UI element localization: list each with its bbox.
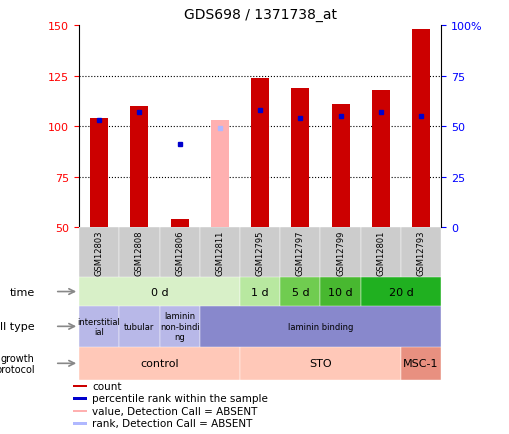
Text: GSM12801: GSM12801 [376,230,384,276]
Bar [159,228,200,278]
Bar [159,306,200,347]
Text: count: count [92,381,122,391]
Bar [250,79,269,228]
Bar [400,347,440,380]
Bar [90,119,108,228]
Bar [210,121,229,228]
Text: GSM12793: GSM12793 [416,230,425,276]
Bar [72,422,87,424]
Text: 5 d: 5 d [291,287,308,297]
Bar [360,228,400,278]
Bar [72,385,87,387]
Text: GSM12797: GSM12797 [295,230,304,276]
Bar [411,30,429,228]
Bar [320,278,360,306]
Text: interstitial
ial: interstitial ial [77,317,120,336]
Bar [79,347,240,380]
Title: GDS698 / 1371738_at: GDS698 / 1371738_at [183,8,336,22]
Bar [400,228,440,278]
Text: growth
protocol: growth protocol [0,353,35,374]
Text: laminin
non-bindi
ng: laminin non-bindi ng [159,312,199,342]
Bar [79,306,119,347]
Text: GSM12799: GSM12799 [335,230,345,276]
Text: GSM12808: GSM12808 [135,230,144,276]
Text: GSM12803: GSM12803 [95,230,103,276]
Text: 1 d: 1 d [251,287,268,297]
Bar [279,278,320,306]
Text: rank, Detection Call = ABSENT: rank, Detection Call = ABSENT [92,418,252,428]
Text: STO: STO [308,358,331,368]
Text: GSM12806: GSM12806 [175,230,184,276]
Text: MSC-1: MSC-1 [403,358,438,368]
Bar [240,278,279,306]
Bar [119,228,159,278]
Bar [119,306,159,347]
Bar [79,278,240,306]
Text: GSM12795: GSM12795 [255,230,264,276]
Text: time: time [10,287,35,297]
Bar [240,228,279,278]
Text: percentile rank within the sample: percentile rank within the sample [92,394,268,404]
Bar [200,306,440,347]
Text: 20 d: 20 d [388,287,412,297]
Bar [72,410,87,412]
Text: 10 d: 10 d [328,287,352,297]
Text: GSM12811: GSM12811 [215,230,224,276]
Text: 0 d: 0 d [150,287,168,297]
Bar [170,220,188,228]
Bar [200,228,240,278]
Bar [72,397,87,400]
Text: tubular: tubular [124,322,154,331]
Bar [291,89,309,228]
Bar [240,347,400,380]
Bar [79,228,119,278]
Text: laminin binding: laminin binding [287,322,352,331]
Text: value, Detection Call = ABSENT: value, Detection Call = ABSENT [92,406,258,416]
Bar [279,228,320,278]
Bar [331,105,349,228]
Bar [360,278,440,306]
Text: cell type: cell type [0,322,35,332]
Bar [371,91,389,228]
Bar [130,107,148,228]
Text: control: control [140,358,179,368]
Bar [320,228,360,278]
